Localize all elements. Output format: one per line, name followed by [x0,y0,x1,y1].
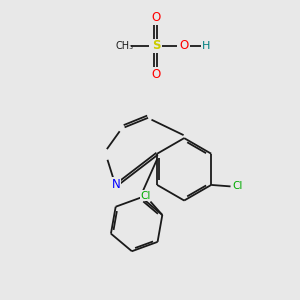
Text: N: N [111,178,120,191]
Text: S: S [152,40,160,52]
Text: Cl: Cl [233,182,243,191]
Text: CH₃: CH₃ [116,41,134,51]
Text: O: O [151,68,160,81]
Text: O: O [179,40,188,52]
Text: Cl: Cl [141,190,151,201]
Text: H: H [202,41,211,51]
Text: O: O [151,11,160,24]
